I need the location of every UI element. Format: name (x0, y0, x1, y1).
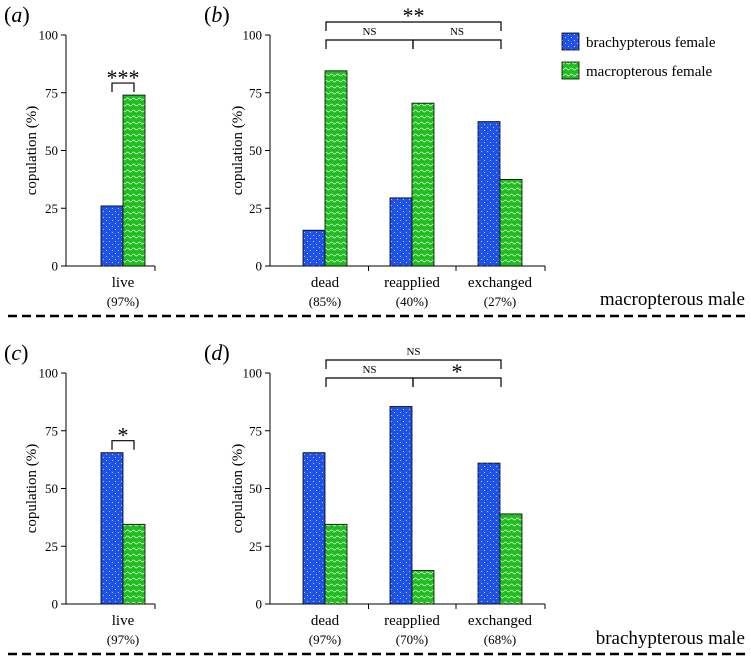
sample-label: (40%) (396, 294, 429, 309)
y-tick-label: 25 (249, 539, 262, 554)
bar-macropterous-exchanged (499, 513, 523, 605)
legend-swatch-macropterous (561, 61, 580, 80)
y-tick-label: 50 (249, 481, 262, 496)
y-axis-title: copulation (%) (24, 106, 40, 196)
sample-label: (85%) (309, 294, 342, 309)
y-axis-title: copulation (%) (230, 444, 246, 534)
y-axis-title: copulation (%) (24, 444, 40, 534)
category-label: reapplied (384, 275, 440, 291)
significance-label: NS (406, 346, 420, 358)
panel-letter-a: (a) (4, 2, 30, 27)
y-tick-label: 50 (45, 143, 58, 158)
category-label: dead (311, 275, 340, 291)
category-label: exchanged (468, 275, 533, 291)
bar-macropterous-reapplied (411, 570, 435, 605)
y-tick-label: 25 (45, 201, 58, 216)
panel-c: (c) 0 25 50 75 100 copulation (%) live (97%) * (4, 340, 156, 647)
y-tick-label: 100 (243, 28, 263, 43)
y-tick-label: 25 (249, 201, 262, 216)
category-label: live (112, 275, 135, 291)
bar-macropterous-exchanged (499, 178, 523, 267)
significance-label: NS (362, 26, 376, 38)
category-label: reapplied (384, 613, 440, 629)
bar-macropterous-live (122, 94, 146, 267)
y-tick-label: 75 (45, 85, 58, 100)
bar-macropterous-dead (324, 70, 348, 267)
bar-brachypterous-exchanged (477, 462, 501, 605)
y-tick-label: 100 (243, 366, 263, 381)
significance-bracket (325, 377, 414, 387)
bar-brachypterous-live (100, 205, 124, 267)
y-tick-label: 0 (256, 597, 263, 612)
significance-label: NS (450, 26, 464, 38)
bar-macropterous-dead (324, 523, 348, 605)
panel-letter-b: (b) (204, 2, 230, 27)
bar-brachypterous-dead (302, 229, 326, 267)
significance-label: *** (107, 65, 140, 90)
significance-label: * (452, 359, 463, 384)
sample-label: (27%) (484, 294, 517, 309)
sample-label: (97%) (107, 632, 140, 647)
significance-bracket (111, 82, 135, 93)
significance-bracket (325, 21, 502, 31)
bar-brachypterous-reapplied (389, 406, 413, 605)
significance-label: ** (403, 3, 425, 28)
bar-brachypterous-dead (302, 452, 326, 605)
panel-d: (d) 0 25 50 75 100 copulation (%) dead (97%) reap… (204, 340, 546, 647)
y-tick-label: 0 (52, 259, 59, 274)
category-label: exchanged (468, 613, 533, 629)
y-tick-label: 100 (39, 28, 59, 43)
significance-bracket (111, 440, 135, 450)
y-tick-label: 75 (45, 423, 58, 438)
y-tick-label: 75 (249, 85, 262, 100)
sample-label: (97%) (309, 632, 342, 647)
y-tick-label: 25 (45, 539, 58, 554)
y-axis-title: copulation (%) (230, 106, 246, 196)
significance-label: * (118, 423, 129, 448)
category-label: live (112, 613, 135, 629)
significance-bracket (325, 39, 414, 49)
significance-bracket (412, 377, 502, 387)
legend: brachypterous female macropterous female (561, 32, 716, 80)
panel-letter-d: (d) (204, 340, 230, 365)
sample-label: (70%) (396, 632, 429, 647)
legend-label-brachypterous: brachypterous female (586, 35, 716, 51)
bar-brachypterous-exchanged (477, 121, 501, 267)
bar-brachypterous-reapplied (389, 197, 413, 267)
legend-label-macropterous: macropterous female (586, 64, 713, 80)
y-tick-label: 0 (256, 259, 263, 274)
sample-label: (68%) (484, 632, 517, 647)
significance-label: NS (362, 364, 376, 376)
panel-letter-c: (c) (4, 340, 28, 365)
category-label: dead (311, 613, 340, 629)
y-tick-label: 75 (249, 423, 262, 438)
bar-brachypterous-live (100, 452, 124, 605)
section-label-top: macropterous male (600, 289, 745, 310)
sample-label: (97%) (107, 294, 140, 309)
bar-macropterous-reapplied (411, 102, 435, 267)
significance-bracket (412, 39, 502, 49)
panel-b: (b) 0 25 50 75 100 copulation (%) dead (85%) reap… (204, 2, 546, 309)
y-tick-label: 0 (52, 597, 59, 612)
panel-a: (a) 0 25 50 75 100 copulation (%) live (97%) *** (4, 2, 156, 309)
section-label-bottom: brachypterous male (596, 628, 745, 649)
significance-bracket (325, 359, 502, 369)
bar-macropterous-live (122, 523, 146, 605)
y-tick-label: 100 (39, 366, 59, 381)
legend-swatch-brachypterous (561, 32, 580, 51)
y-tick-label: 50 (45, 481, 58, 496)
y-tick-label: 50 (249, 143, 262, 158)
